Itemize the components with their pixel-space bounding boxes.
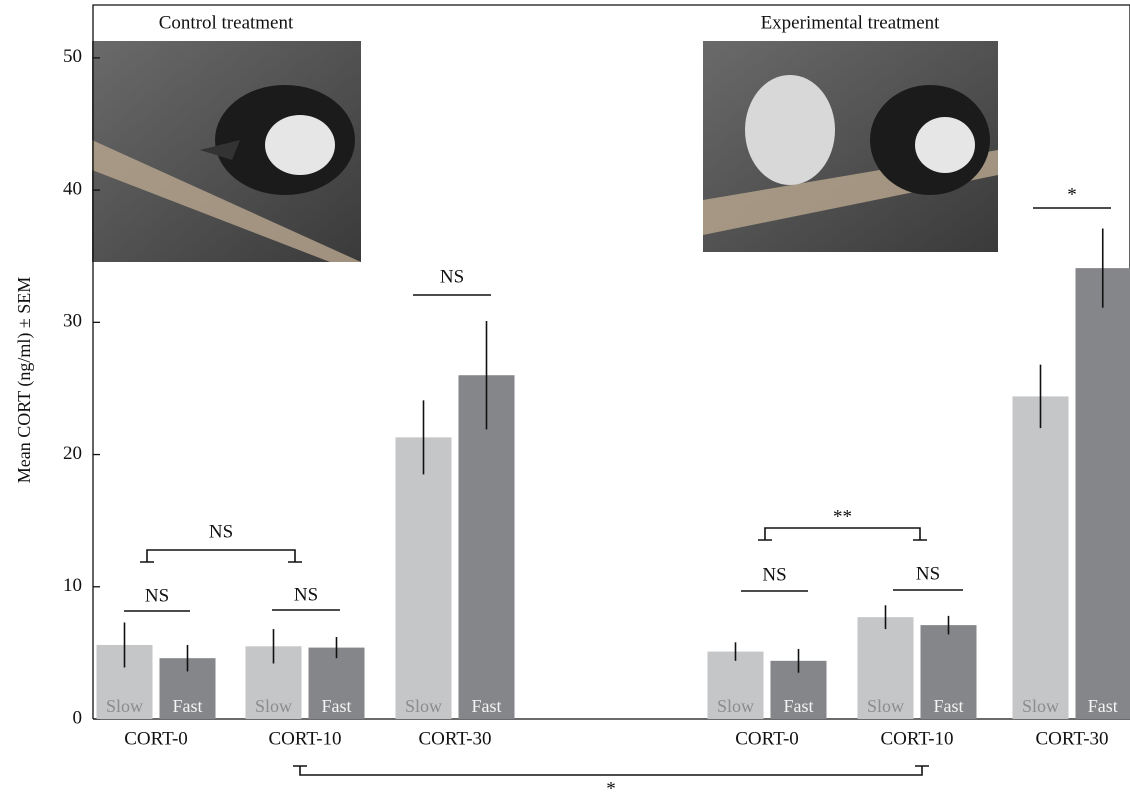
bar-label: Fast: [321, 696, 351, 716]
significance-label: NS: [762, 564, 786, 585]
x-tick-label: CORT-0: [735, 728, 799, 749]
y-axis-label: Mean CORT (ng/ml) ± SEM: [14, 277, 35, 483]
bar-label: Fast: [783, 696, 813, 716]
treatment-label: Control treatment: [159, 12, 294, 33]
significance-bracket: [293, 765, 929, 776]
y-tick-label: 20: [63, 443, 82, 464]
significance-label: NS: [145, 585, 169, 606]
bar-label: Slow: [717, 696, 754, 716]
bar: [458, 375, 515, 719]
y-tick-label: 40: [63, 178, 82, 199]
bar-label: Slow: [867, 696, 904, 716]
y-tick-label: 30: [63, 311, 82, 332]
bar-label: Slow: [106, 696, 143, 716]
bar-label: Fast: [172, 696, 202, 716]
y-tick-label: 50: [63, 46, 82, 67]
photo-experimental: [703, 41, 998, 252]
x-tick-label: CORT-0: [124, 728, 188, 749]
x-tick-label: CORT-30: [418, 728, 491, 749]
bar: [857, 617, 914, 719]
bar-label: Slow: [405, 696, 442, 716]
significance-label: *: [606, 778, 616, 796]
bar-label: Slow: [255, 696, 292, 716]
bar: [707, 651, 764, 719]
bar: [308, 647, 365, 719]
bar-label: Fast: [933, 696, 963, 716]
bar: [395, 437, 452, 719]
significance-label: NS: [294, 584, 318, 605]
bar: [1012, 396, 1069, 719]
significance-bracket: [758, 527, 927, 541]
significance-label: NS: [916, 563, 940, 584]
treatment-label: Experimental treatment: [761, 12, 941, 33]
bar-label: Fast: [1088, 696, 1118, 716]
plot-frame: [92, 4, 1130, 719]
significance-label: **: [833, 506, 852, 527]
significance-bracket: [140, 549, 302, 563]
bar: [1075, 268, 1130, 719]
significance-label: NS: [440, 266, 464, 287]
x-tick-label: CORT-10: [268, 728, 341, 749]
y-tick-label: 10: [63, 575, 82, 596]
significance-label: *: [1067, 184, 1077, 205]
bar-label: Fast: [471, 696, 501, 716]
x-tick-label: CORT-30: [1035, 728, 1108, 749]
bar-label: Slow: [1022, 696, 1059, 716]
y-tick-label: 0: [73, 707, 83, 728]
photo-control: [92, 41, 361, 262]
bar: [920, 625, 977, 719]
x-tick-label: CORT-10: [880, 728, 953, 749]
significance-label: NS: [209, 521, 233, 542]
